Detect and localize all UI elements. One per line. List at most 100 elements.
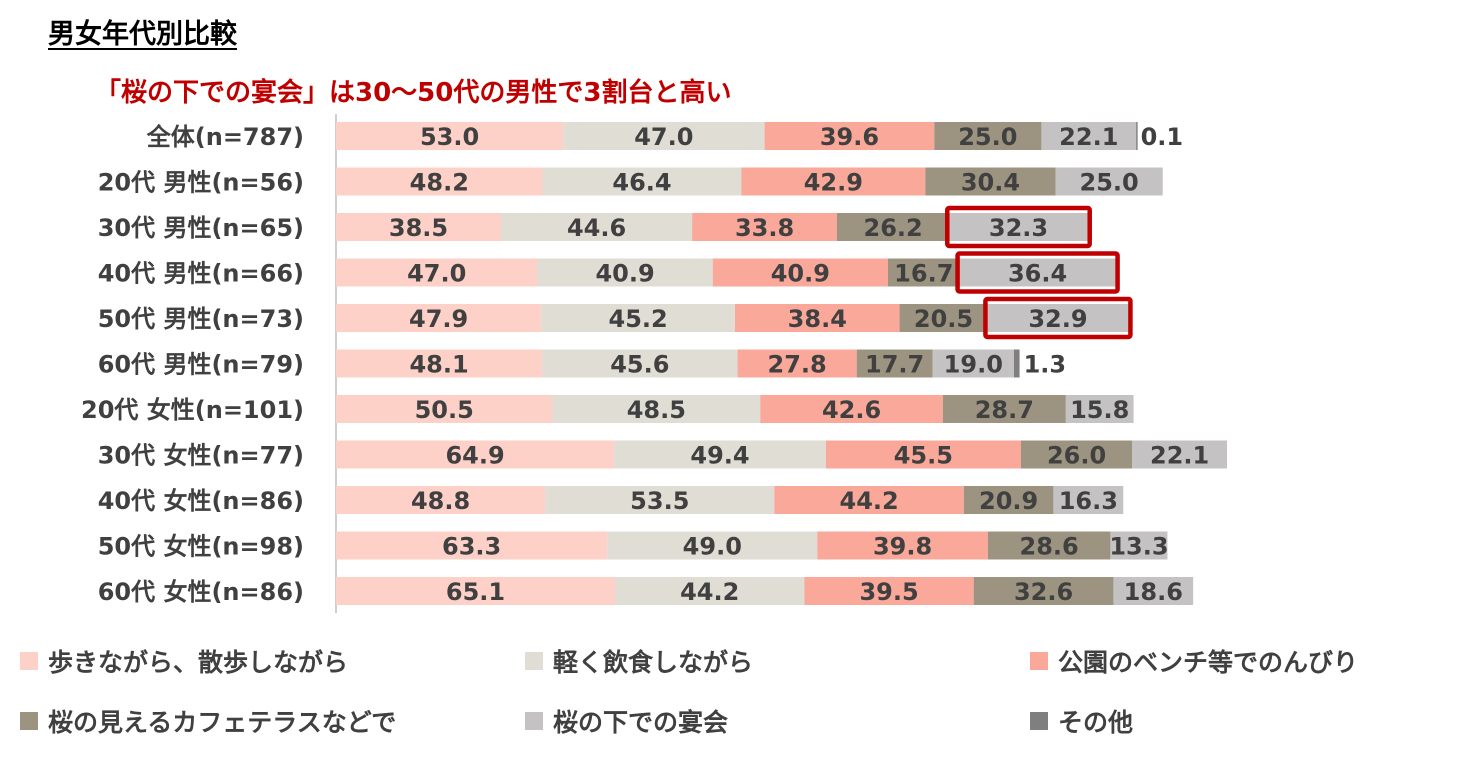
data-label: 38.5 (389, 214, 448, 242)
legend-label: その他 (1058, 708, 1134, 737)
bar-segment (614, 440, 826, 469)
highlight-box (945, 205, 1092, 249)
bar-segment (545, 486, 775, 514)
legend-swatch (1030, 712, 1048, 730)
data-label: 42.6 (822, 396, 881, 424)
bar-segment (336, 167, 543, 196)
bar-segment (1053, 486, 1124, 514)
bar-segment (336, 577, 615, 605)
data-label: 47.0 (634, 123, 693, 151)
bar-segment (542, 167, 742, 196)
highlight-box (983, 296, 1133, 340)
bar-segment (500, 213, 693, 241)
bar-segment (1110, 531, 1168, 560)
page-title: 男女年代別比較 (48, 19, 237, 50)
bar-segment (836, 213, 950, 241)
data-label: 32.3 (989, 214, 1048, 242)
bar-segment (925, 167, 1056, 196)
bar-segment (1020, 440, 1133, 469)
legend-item: 軽く飲食しながら (525, 643, 753, 679)
bar-segment (959, 258, 1116, 287)
data-label: 26.0 (1047, 442, 1106, 470)
data-label: 48.8 (411, 487, 470, 515)
legend-item: 桜の見えるカフェテラスなどで (20, 703, 396, 739)
category-label: 30代 男性(n=65) (98, 214, 304, 242)
bar-segment (537, 258, 713, 287)
data-label: 49.4 (690, 442, 749, 470)
bar-segment (817, 531, 988, 560)
legend-swatch (1030, 652, 1048, 670)
bar-segment (1065, 395, 1134, 423)
legend-item: その他 (1030, 703, 1133, 739)
category-label: 60代 男性(n=79) (98, 351, 304, 379)
bar-segment (336, 258, 538, 287)
data-label: 45.5 (894, 442, 953, 470)
bar-segment (973, 577, 1114, 605)
data-label: 48.5 (627, 396, 686, 424)
bar-segment (760, 395, 943, 423)
bar-segment (856, 349, 933, 378)
legend-label: 公園のベンチ等でのんびり (1058, 648, 1359, 677)
data-label: 19.0 (944, 351, 1003, 379)
data-label: 22.1 (1059, 123, 1118, 151)
bar-segment (1113, 577, 1194, 605)
bar-segment (825, 440, 1021, 469)
data-label: 32.9 (1028, 305, 1087, 333)
data-label: 47.9 (409, 305, 468, 333)
chart-legend: 歩きながら、散歩しながら 軽く飲食しながら 公園のベンチ等でのんびり桜の見えるカフェ… (0, 630, 1468, 760)
data-label: 39.8 (873, 533, 932, 561)
category-label: 40代 男性(n=66) (98, 260, 304, 288)
legend-item: 公園のベンチ等でのんびり (1030, 643, 1358, 679)
data-label: 45.2 (609, 305, 668, 333)
data-label: 53.0 (420, 123, 479, 151)
bar-segment (737, 349, 857, 378)
data-label: 50.5 (415, 396, 474, 424)
chart-subtitle: 「桜の下での宴会」は30～50代の男性で3割台と高い (95, 78, 732, 108)
bar-segment (899, 304, 988, 332)
bar-segment (614, 577, 805, 605)
data-label: 40.9 (595, 260, 654, 288)
data-label: 25.0 (958, 123, 1017, 151)
data-label: 47.0 (407, 260, 466, 288)
legend-label: 軽く飲食しながら (553, 648, 754, 677)
category-label: 50代 女性(n=98) (98, 533, 304, 561)
data-label: 45.6 (610, 351, 669, 379)
data-label: 63.3 (442, 533, 501, 561)
data-label: 20.9 (979, 487, 1038, 515)
data-label: 36.4 (1008, 260, 1067, 288)
bar-segment (1041, 122, 1137, 150)
highlight-box (955, 251, 1120, 294)
bar-segment (712, 258, 888, 287)
bar-segment (607, 531, 818, 560)
data-label: 33.8 (735, 214, 794, 242)
legend-item: 歩きながら、散歩しながら (20, 643, 348, 679)
bar-segment (336, 122, 564, 150)
legend-swatch (525, 712, 543, 730)
data-label: 53.5 (630, 487, 689, 515)
data-label: 30.4 (961, 169, 1020, 197)
bar-segment (336, 486, 546, 514)
category-label: 40代 女性(n=86) (98, 487, 304, 515)
data-label: 39.5 (859, 578, 918, 606)
data-label: 22.1 (1150, 442, 1209, 470)
data-label: 44.2 (840, 487, 899, 515)
bar-segment (336, 395, 553, 423)
bar-segment (1055, 167, 1163, 196)
data-label: 17.7 (865, 351, 924, 379)
data-label: 44.6 (567, 214, 626, 242)
bar-segment (764, 122, 935, 150)
legend-label: 桜の見えるカフェテラスなどで (48, 708, 397, 737)
bar-segment (552, 395, 761, 423)
bar-segment (987, 531, 1111, 560)
legend-label: 歩きながら、散歩しながら (48, 648, 349, 677)
bar-segment (987, 304, 1129, 332)
bar-segment (692, 213, 837, 241)
bar-segment (542, 349, 738, 378)
data-label: 65.1 (446, 578, 505, 606)
data-label: 39.6 (820, 123, 879, 151)
legend-swatch (20, 652, 38, 670)
bar-segment (336, 440, 615, 469)
data-label: 49.0 (683, 533, 742, 561)
bar-segment (734, 304, 900, 332)
data-label: 16.3 (1059, 487, 1118, 515)
